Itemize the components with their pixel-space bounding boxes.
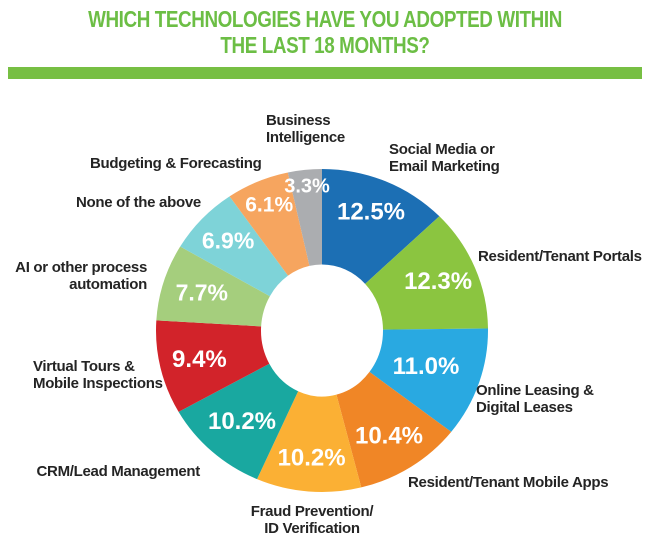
pie-value-label-virtual-tours-mobile-inspections: 9.4% [172,346,227,373]
slice-label-virtual-tours-mobile-inspections: Virtual Tours & Mobile Inspections [33,358,163,392]
slice-label-crm-lead-management: CRM/Lead Management [36,463,201,480]
pie-value-label-resident-tenant-portals: 12.3% [404,268,472,295]
pie-value-label-crm-lead-management: 10.2% [208,408,276,435]
pie-slice-crm-lead-management [178,363,299,480]
pie-value-label-fraud-prevention-id-verification: 10.2% [278,445,346,472]
pie-slice-social-media-or-email-marketing [322,169,440,284]
slice-label-social-media-or-email-marketing: Social Media or Email Marketing [389,141,500,175]
pie-value-label-social-media-or-email-marketing: 12.5% [337,199,405,226]
pie-slice-online-leasing-digital-leases [369,328,489,432]
pie-slice-virtual-tours-mobile-inspections [156,320,270,412]
title-divider-bar [8,67,642,79]
pie-value-label-online-leasing-digital-leases: 11.0% [393,353,460,380]
slice-label-ai-or-other-process-automation: AI or other process automation [15,259,147,293]
slice-label-none-of-the-above: None of the above [76,194,201,211]
pie-slice-resident-tenant-portals [365,216,488,330]
pie-slice-none-of-the-above [180,196,289,297]
slice-label-fraud-prevention-id-verification: Fraud Prevention/ ID Verification [250,503,374,537]
slice-label-business-intelligence: Business Intelligence [266,112,345,146]
pie-value-label-resident-tenant-mobile-apps: 10.4% [355,423,423,450]
pie-value-label-business-intelligence: 3.3% [284,175,330,197]
slice-label-budgeting-forecasting: Budgeting & Forecasting [90,155,262,172]
pie-slice-business-intelligence [287,169,322,266]
pie-value-label-budgeting-forecasting: 6.1% [245,194,293,217]
chart-title: WHICH TECHNOLOGIES HAVE YOU ADOPTED WITH… [88,6,562,58]
pie-value-label-none-of-the-above: 6.9% [202,228,254,254]
pie-slice-resident-tenant-mobile-apps [336,371,452,488]
slice-label-online-leasing-digital-leases: Online Leasing & Digital Leases [476,382,594,416]
pie-slice-budgeting-forecasting [229,172,310,276]
slice-label-resident-tenant-mobile-apps: Resident/Tenant Mobile Apps [408,474,609,491]
pie-value-label-ai-or-other-process-automation: 7.7% [176,280,228,306]
slice-label-resident-tenant-portals: Resident/Tenant Portals [478,248,642,265]
pie-slice-ai-or-other-process-automation [156,246,270,327]
pie-slice-fraud-prevention-id-verification [257,391,362,493]
